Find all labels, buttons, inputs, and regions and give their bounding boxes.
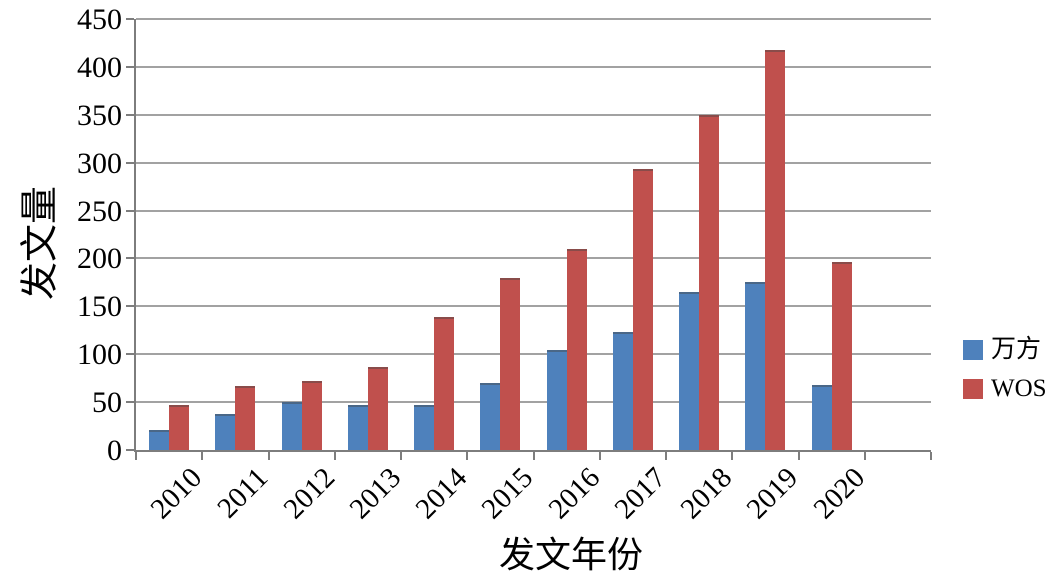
bar-wanfang (414, 405, 435, 450)
bar-wanfang (347, 405, 368, 450)
bar-wanfang (215, 413, 236, 450)
y-axis-tick (126, 18, 134, 20)
bar-wos (434, 316, 455, 450)
y-tick-label: 300 (77, 146, 122, 180)
gridline (136, 65, 931, 68)
y-axis-tick (126, 449, 134, 451)
bar-wos (566, 248, 587, 450)
gridline (136, 18, 931, 20)
legend: 万方 WOS (963, 337, 1047, 415)
bar-wanfang (546, 350, 567, 450)
x-axis-tick (665, 452, 667, 460)
y-tick-label: 200 (77, 242, 122, 276)
x-tick-label: 2015 (475, 461, 540, 526)
plot-area: 0 50 100 150 200 250 300 350 400 450 2010 2011 2012 2… (77, 5, 932, 525)
bar-wos (632, 169, 653, 450)
y-axis-tick (126, 209, 134, 212)
gridline (136, 401, 931, 404)
x-axis-title: 发文年份 (498, 535, 644, 575)
x-axis-tick (135, 452, 137, 460)
x-tick-label: 2011 (211, 461, 275, 525)
bar-wos (235, 385, 256, 450)
x-tick-label: 2014 (409, 461, 474, 526)
y-tick-label: 250 (77, 194, 122, 228)
x-tick-label: 2010 (144, 461, 209, 526)
x-tick-label: 2018 (674, 461, 739, 526)
x-axis-tick (400, 452, 402, 460)
gridline (136, 209, 931, 212)
legend-swatch-wanfang (963, 339, 983, 360)
x-axis-line (134, 450, 931, 452)
y-axis-tick (126, 401, 134, 404)
y-axis-tick (126, 305, 134, 308)
bar-wos (765, 49, 786, 450)
bar-wanfang (612, 332, 633, 450)
y-tick-label: 350 (77, 98, 122, 132)
bar-wanfang (745, 282, 766, 450)
bar-wos (500, 277, 521, 450)
bar-wanfang (281, 402, 302, 450)
x-axis-tick (598, 452, 601, 460)
x-axis-tick (267, 452, 270, 460)
legend-swatch-wos (963, 378, 983, 399)
gridline (136, 113, 931, 116)
bar-wos (699, 114, 720, 450)
y-axis-title: 发文量 (19, 185, 62, 301)
x-axis-tick (532, 452, 535, 460)
y-axis-tick (126, 257, 134, 260)
x-axis-tick (797, 452, 800, 460)
gridline (136, 161, 931, 164)
y-tick-label: 100 (77, 338, 122, 372)
x-tick-label: 2017 (608, 461, 673, 526)
y-tick-label: 150 (77, 290, 122, 324)
x-tick-label: 2012 (277, 461, 341, 526)
x-axis-tick (466, 452, 469, 460)
x-axis-tick (930, 452, 932, 460)
bar-wos (169, 405, 190, 450)
bar-wanfang (149, 429, 170, 450)
legend-item: WOS (963, 376, 1047, 401)
gridline (136, 353, 931, 356)
x-tick-label: 2019 (740, 461, 805, 526)
y-axis-tick (126, 113, 134, 116)
x-axis-tick (731, 452, 734, 460)
legend-label: WOS (991, 375, 1047, 402)
bar-wanfang (679, 291, 700, 450)
bar-wos (831, 262, 852, 450)
x-axis-tick (201, 452, 204, 460)
y-tick-label: 450 (77, 3, 122, 36)
y-axis-tick (126, 65, 134, 68)
bar-wanfang (811, 384, 832, 450)
legend-item: 万方 (963, 337, 1047, 362)
legend-label: 万方 (991, 336, 1042, 363)
gridline (136, 305, 931, 308)
x-tick-label: 2020 (807, 461, 871, 526)
y-tick-label: 400 (77, 50, 122, 84)
x-tick-label: 2013 (343, 461, 408, 526)
x-axis-tick (333, 452, 336, 460)
y-axis-tick (126, 161, 134, 164)
y-axis-tick (126, 353, 134, 356)
y-axis-line (134, 19, 136, 450)
bar-wos (301, 381, 322, 450)
y-tick-label: 50 (92, 386, 122, 420)
gridline (136, 257, 931, 260)
bar-wanfang (480, 382, 501, 450)
bar-wos (367, 366, 388, 450)
y-tick-label: 0 (107, 434, 122, 467)
x-axis-tick (863, 452, 866, 460)
x-tick-label: 2016 (542, 461, 606, 526)
